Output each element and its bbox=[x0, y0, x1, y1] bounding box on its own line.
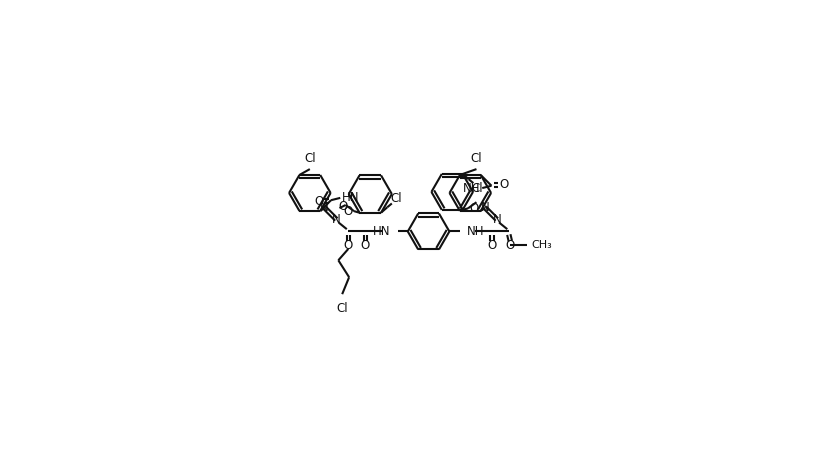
Text: O: O bbox=[314, 195, 323, 208]
Text: O: O bbox=[469, 202, 478, 215]
Text: NH: NH bbox=[466, 225, 484, 238]
Text: Cl: Cl bbox=[472, 182, 483, 195]
Text: HN: HN bbox=[372, 225, 390, 238]
Text: O: O bbox=[498, 178, 507, 191]
Text: Cl: Cl bbox=[336, 302, 348, 315]
Text: HN: HN bbox=[341, 192, 359, 205]
Text: N: N bbox=[319, 201, 329, 214]
Text: Cl: Cl bbox=[303, 152, 315, 165]
Text: O: O bbox=[360, 239, 370, 252]
Text: N: N bbox=[480, 201, 489, 214]
Text: O: O bbox=[487, 239, 496, 252]
Text: Cl: Cl bbox=[390, 192, 401, 205]
Text: N: N bbox=[332, 213, 340, 226]
Text: Cl: Cl bbox=[470, 152, 482, 165]
Text: O: O bbox=[344, 239, 353, 252]
Text: O: O bbox=[505, 239, 514, 252]
Text: CH₃: CH₃ bbox=[531, 240, 551, 250]
Text: O: O bbox=[338, 200, 347, 213]
Text: N: N bbox=[492, 213, 501, 226]
Text: NH: NH bbox=[462, 182, 480, 195]
Text: O: O bbox=[343, 205, 352, 218]
